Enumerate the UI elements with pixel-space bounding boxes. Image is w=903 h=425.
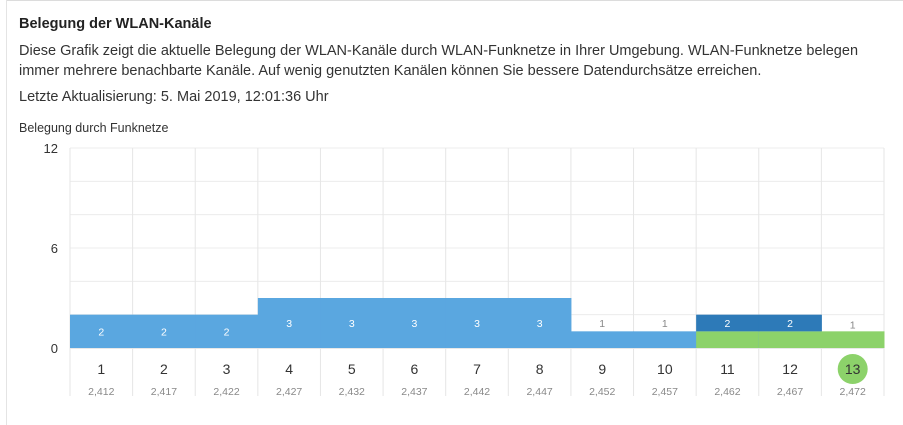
bar-networks-ch4 bbox=[257, 298, 321, 348]
x-tick-frequency-8: 2,447 bbox=[526, 386, 552, 398]
x-tick-frequency-5: 2,432 bbox=[339, 386, 365, 398]
data-label-ch11: 2 bbox=[725, 318, 731, 330]
x-tick-channel-3: 3 bbox=[223, 361, 231, 377]
data-label-ch2: 2 bbox=[161, 326, 167, 338]
panel-left-border bbox=[6, 0, 7, 425]
selected-channel-marker bbox=[837, 354, 868, 384]
x-tick-frequency-13: 2,472 bbox=[840, 386, 866, 398]
x-tick-channel-1: 1 bbox=[97, 361, 105, 377]
panel-top-border bbox=[6, 0, 903, 1]
x-tick-channel-13: 13 bbox=[845, 361, 861, 377]
bar-networks-ch5 bbox=[320, 298, 384, 348]
y-tick-label: 0 bbox=[51, 341, 58, 356]
bar-overlap-ch12 bbox=[758, 314, 822, 332]
x-tick-frequency-1: 2,412 bbox=[88, 386, 114, 398]
data-label-ch3: 2 bbox=[224, 326, 230, 338]
bar-own-network-ch11 bbox=[696, 331, 760, 348]
data-label-ch9: 1 bbox=[599, 318, 605, 330]
x-tick-channel-4: 4 bbox=[285, 361, 293, 377]
x-tick-frequency-2: 2,417 bbox=[151, 386, 177, 398]
bar-networks-ch10 bbox=[633, 331, 697, 348]
data-label-ch13: 1 bbox=[850, 319, 856, 331]
x-tick-frequency-11: 2,462 bbox=[714, 386, 740, 398]
x-tick-frequency-7: 2,442 bbox=[464, 386, 490, 398]
bar-networks-ch7 bbox=[445, 298, 509, 348]
x-tick-frequency-10: 2,457 bbox=[652, 386, 678, 398]
chart-title: Belegung durch Funknetze bbox=[19, 121, 169, 135]
data-label-ch1: 2 bbox=[98, 326, 104, 338]
x-tick-frequency-6: 2,437 bbox=[401, 386, 427, 398]
data-label-ch8: 3 bbox=[537, 318, 543, 330]
x-tick-channel-2: 2 bbox=[160, 361, 168, 377]
data-label-ch12: 2 bbox=[787, 318, 793, 330]
bar-networks-ch3 bbox=[195, 314, 259, 348]
data-label-ch5: 3 bbox=[349, 318, 355, 330]
x-tick-channel-5: 5 bbox=[348, 361, 356, 377]
x-tick-channel-8: 8 bbox=[536, 361, 544, 377]
data-label-ch10: 1 bbox=[662, 318, 668, 330]
last-updated-text: Letzte Aktualisierung: 5. Mai 2019, 12:0… bbox=[19, 89, 329, 105]
data-label-ch7: 3 bbox=[474, 318, 480, 330]
data-label-ch6: 3 bbox=[411, 318, 417, 330]
x-tick-frequency-3: 2,422 bbox=[213, 386, 239, 398]
bar-networks-ch8 bbox=[508, 298, 572, 348]
bar-networks-ch6 bbox=[383, 298, 447, 348]
y-tick-label: 6 bbox=[51, 241, 58, 256]
x-tick-channel-9: 9 bbox=[598, 361, 606, 377]
bar-own-network-ch12 bbox=[758, 331, 822, 348]
bar-overlap-ch11 bbox=[696, 314, 760, 332]
x-tick-channel-6: 6 bbox=[410, 361, 418, 377]
section-description: Diese Grafik zeigt die aktuelle Belegung… bbox=[19, 43, 859, 79]
x-tick-frequency-12: 2,467 bbox=[777, 386, 803, 398]
x-tick-channel-11: 11 bbox=[720, 361, 735, 377]
bar-own-network-ch13 bbox=[821, 331, 885, 348]
bar-networks-ch9 bbox=[570, 331, 635, 348]
bar-networks-ch1 bbox=[70, 314, 134, 348]
section-title: Belegung der WLAN-Kanäle bbox=[19, 16, 212, 32]
x-tick-channel-10: 10 bbox=[657, 361, 673, 377]
y-tick-label: 12 bbox=[44, 141, 58, 156]
x-tick-frequency-9: 2,452 bbox=[589, 386, 615, 398]
bar-networks-ch2 bbox=[132, 314, 196, 348]
wlan-channel-section: Belegung der WLAN-Kanäle Diese Grafik ze… bbox=[19, 16, 889, 107]
x-tick-channel-7: 7 bbox=[473, 361, 481, 377]
x-tick-channel-12: 12 bbox=[782, 361, 798, 377]
x-tick-frequency-4: 2,427 bbox=[276, 386, 302, 398]
data-label-ch4: 3 bbox=[286, 318, 292, 330]
